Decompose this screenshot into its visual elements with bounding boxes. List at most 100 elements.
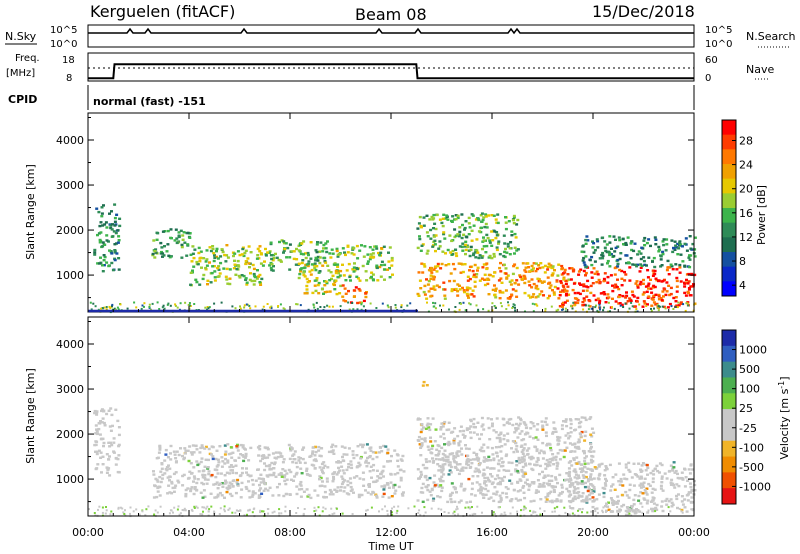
velocity-cell	[522, 508, 525, 511]
velocity-cell	[535, 460, 539, 463]
power-colorbar-swatch	[722, 164, 736, 180]
velocity-cell	[393, 473, 397, 476]
power-cell	[429, 295, 433, 298]
velocity-cell	[522, 484, 526, 488]
velocity-cell	[249, 474, 253, 477]
velocity-cell	[331, 513, 334, 516]
power-cell	[333, 263, 337, 266]
power-cell	[598, 303, 601, 306]
velocity-cell	[229, 464, 233, 467]
power-cell	[652, 294, 656, 297]
power-cell	[625, 261, 628, 265]
velocity-cell	[247, 509, 250, 512]
power-cell	[191, 269, 194, 272]
power-cell	[635, 308, 638, 311]
power-cell	[487, 293, 491, 296]
velocity-cell	[259, 511, 262, 514]
velocity-cell	[189, 462, 193, 465]
power-cell	[663, 288, 667, 291]
power-cell	[635, 280, 639, 283]
velocity-cell	[524, 423, 528, 427]
power-cell	[282, 240, 286, 243]
velocity-cell	[652, 473, 656, 476]
velocity-cell	[202, 469, 206, 472]
velocity-cell	[639, 482, 643, 485]
velocity-cell	[370, 476, 373, 479]
power-cell	[425, 231, 429, 234]
velocity-cell	[117, 433, 121, 437]
velocity-cell	[241, 454, 245, 457]
velocity-cell	[596, 511, 599, 514]
power-cell	[432, 235, 436, 238]
velocity-cell	[262, 478, 265, 481]
velocity-cell	[626, 510, 630, 513]
velocity-cell	[584, 475, 588, 479]
power-cell	[461, 270, 465, 274]
power-cell	[602, 279, 606, 283]
velocity-cell	[383, 484, 387, 487]
power-cell	[675, 276, 679, 280]
power-cell	[442, 232, 446, 236]
velocity-cell	[509, 417, 513, 421]
power-cell	[350, 252, 354, 255]
power-cell	[375, 247, 379, 250]
power-cell	[454, 252, 458, 255]
power-cell	[547, 262, 551, 265]
power-cell	[594, 306, 597, 309]
power-cell	[342, 274, 346, 277]
power-cell	[618, 268, 622, 272]
power-cell	[341, 263, 344, 266]
velocity-cell	[105, 466, 109, 469]
power-cell	[306, 280, 310, 284]
power-cell	[153, 250, 157, 253]
power-cell	[336, 255, 340, 258]
velocity-cell	[154, 477, 158, 481]
velocity-cell	[244, 485, 248, 489]
velocity-cell	[520, 468, 524, 472]
power-cell	[677, 304, 681, 307]
velocity-cell	[231, 485, 235, 488]
power-cell	[573, 291, 577, 295]
velocity-cell	[541, 426, 545, 429]
velocity-cell	[395, 512, 398, 515]
velocity-cell	[489, 496, 493, 499]
velocity-cell	[461, 433, 465, 436]
power-cell	[448, 279, 452, 283]
velocity-cell	[241, 467, 244, 470]
power-cell	[660, 280, 664, 283]
power-cell	[565, 299, 569, 302]
power-cell	[647, 282, 651, 285]
power-cell	[586, 279, 590, 283]
velocity-cell	[505, 496, 509, 499]
power-cell	[183, 241, 187, 244]
velocity-cell	[583, 439, 587, 442]
velocity-cell	[574, 480, 578, 484]
power-cell	[650, 291, 654, 294]
power-cell	[283, 247, 287, 251]
power-cell	[159, 241, 163, 245]
velocity-cell	[550, 457, 554, 460]
velocity-cell	[545, 423, 549, 426]
power-cell	[444, 264, 448, 267]
velocity-cell	[299, 467, 303, 470]
power-cell	[360, 244, 363, 247]
power-cell	[355, 244, 359, 248]
power-cell	[297, 276, 301, 280]
power-cell	[463, 263, 467, 266]
power-cell	[679, 253, 683, 256]
power-cell	[429, 274, 433, 277]
x-tick-label: 08:00	[274, 526, 306, 539]
velocity-cell	[419, 475, 423, 478]
power-cell	[426, 249, 430, 252]
power-cell	[487, 309, 490, 312]
power-cell	[559, 281, 563, 285]
velocity-cell	[441, 425, 445, 428]
power-cell	[177, 235, 181, 239]
velocity-cell	[691, 508, 694, 511]
velocity-cell	[268, 463, 272, 467]
power-cell	[379, 263, 383, 267]
velocity-cell	[690, 489, 694, 492]
velocity-cell	[507, 461, 511, 464]
velocity-cell	[228, 481, 232, 484]
